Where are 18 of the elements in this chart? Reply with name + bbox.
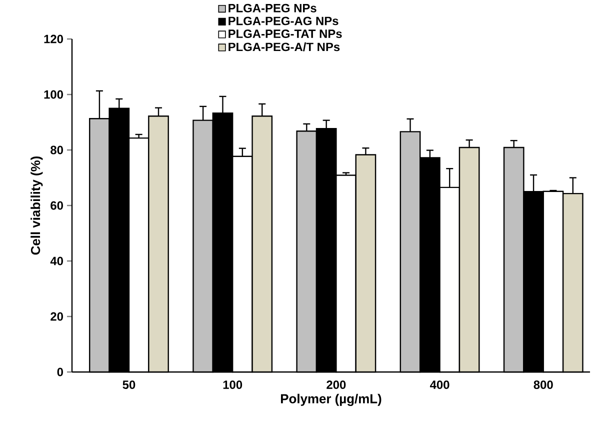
x-axis-title: Polymer (µg/mL) <box>280 394 382 406</box>
x-tick-label: 200 <box>326 380 346 389</box>
x-tick-label: 800 <box>534 380 553 389</box>
x-tick-label: 50 <box>122 380 136 389</box>
legend-label: PLGA-PEG NPs <box>228 4 316 12</box>
legend-label: PLGA-PEG-A/T NPs <box>228 42 340 52</box>
legend-label: PLGA-PEG-AG NPs <box>228 16 338 26</box>
y-tick-label: 100 <box>44 90 63 99</box>
y-tick-label: 80 <box>50 146 63 154</box>
y-tick-label: 0 <box>57 368 63 376</box>
y-tick-label: 40 <box>50 256 63 266</box>
y-axis-title: Cell viability (%) <box>30 156 43 255</box>
x-tick-label: 100 <box>223 380 242 389</box>
y-tick-label: 20 <box>50 312 63 321</box>
y-tick-label: 60 <box>50 201 63 210</box>
x-tick-label: 400 <box>430 380 450 389</box>
y-tick-label: 120 <box>44 34 63 44</box>
legend-label: PLGA-PEG-TAT NPs <box>228 30 342 38</box>
